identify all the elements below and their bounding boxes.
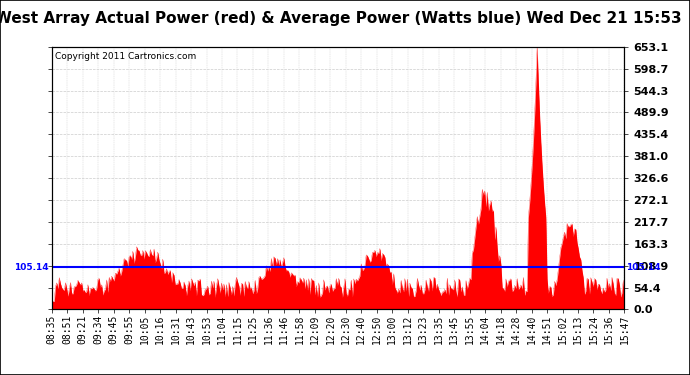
Text: 105.14: 105.14 (626, 262, 661, 272)
Text: Copyright 2011 Cartronics.com: Copyright 2011 Cartronics.com (55, 52, 196, 61)
Text: 105.14: 105.14 (14, 262, 49, 272)
Text: West Array Actual Power (red) & Average Power (Watts blue) Wed Dec 21 15:53: West Array Actual Power (red) & Average … (0, 11, 682, 26)
